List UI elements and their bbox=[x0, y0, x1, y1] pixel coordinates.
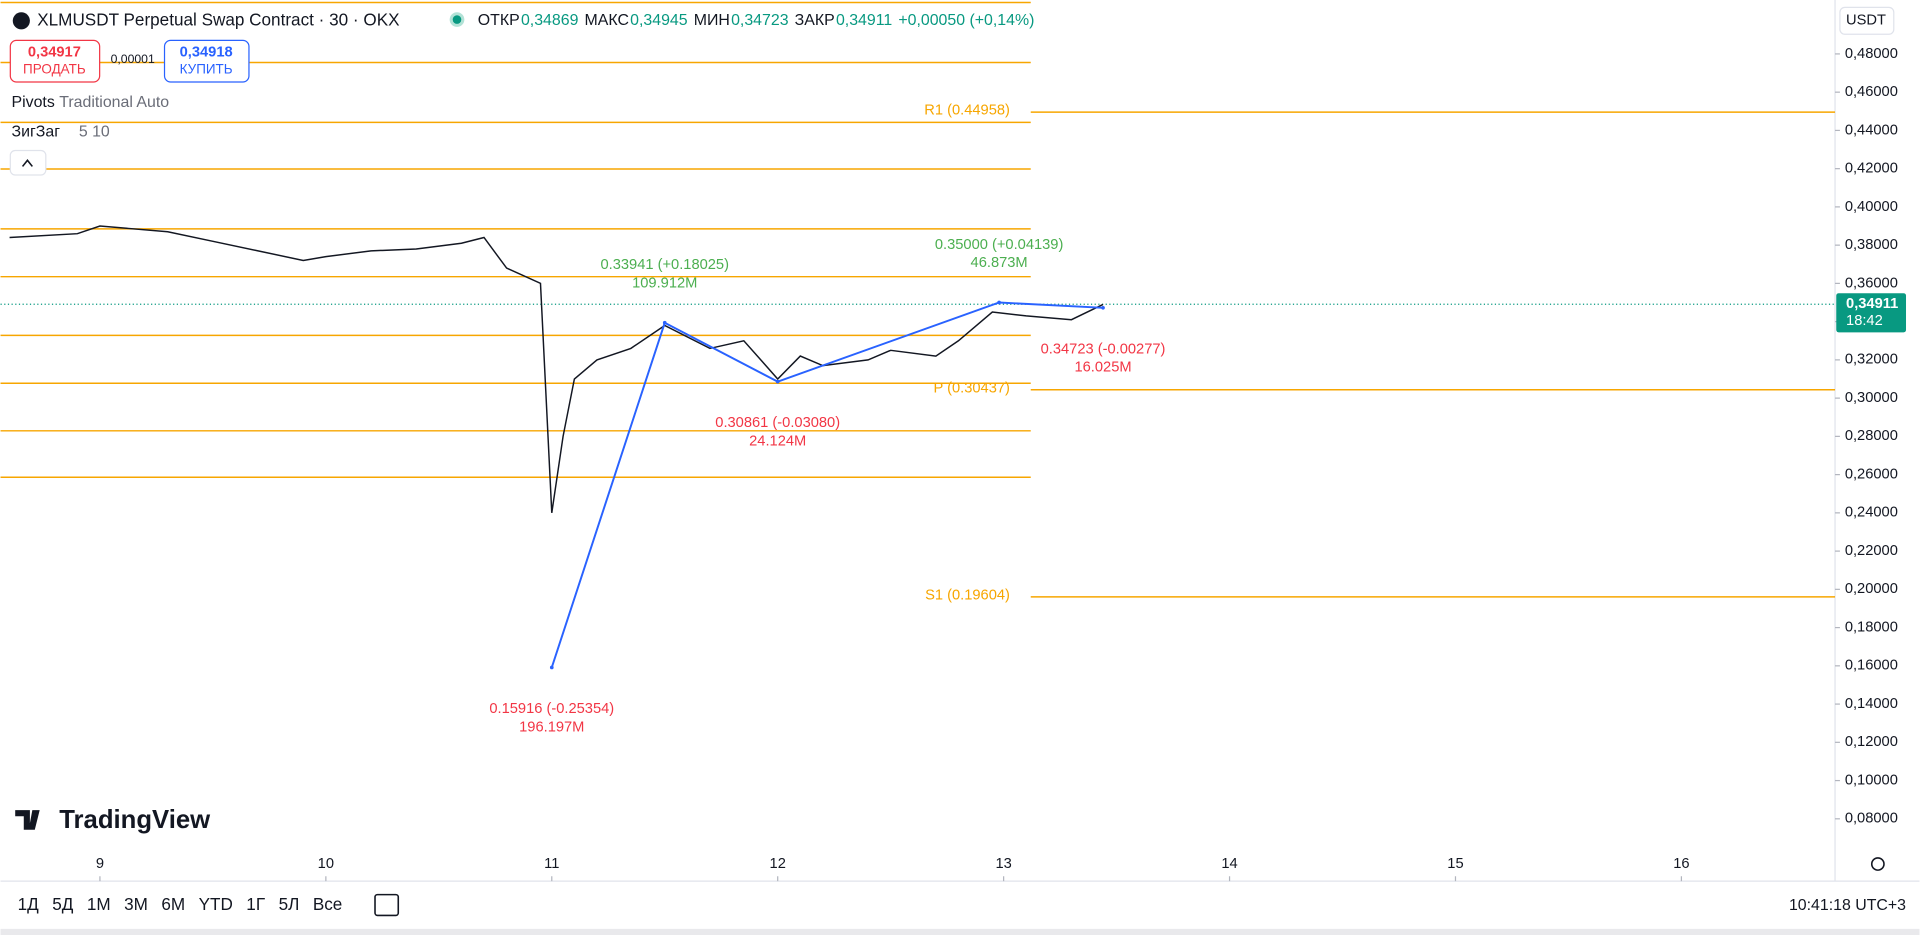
y-tick-label: 0,08000 bbox=[1845, 811, 1898, 827]
indicator-name[interactable]: Pivots bbox=[12, 94, 55, 111]
indicator-params[interactable]: Traditional Auto bbox=[59, 94, 169, 111]
ui: XLMUSDT Perpetual Swap Contract · 30 · O… bbox=[9, 6, 1906, 917]
x-tick-label: 11 bbox=[544, 856, 559, 872]
price-line bbox=[9, 225, 1104, 513]
y-tick-label: 0,16000 bbox=[1845, 658, 1898, 674]
logo: TradingView bbox=[59, 806, 211, 834]
last-price-label: 0,34911 bbox=[1846, 296, 1898, 312]
y-tick-label: 0,46000 bbox=[1845, 84, 1898, 100]
change: +0,00050 (+0,14%) bbox=[898, 12, 1034, 29]
clock: 10:41:18 UTC+3 bbox=[1789, 897, 1906, 914]
buy-label[interactable]: КУПИТЬ bbox=[180, 61, 233, 76]
y-tick-label: 0,40000 bbox=[1845, 199, 1898, 215]
y-tick-label: 0,14000 bbox=[1845, 696, 1898, 712]
x-tick-label: 14 bbox=[1221, 856, 1237, 872]
status-dot bbox=[452, 15, 462, 24]
y-tick-label: 0,44000 bbox=[1845, 122, 1898, 138]
symbol-title: XLMUSDT Perpetual Swap Contract · 30 · O… bbox=[37, 9, 400, 29]
ohlc-label: МАКС bbox=[585, 12, 629, 29]
plot: 0,08000 0,10000 0,12000 0,14000 0,16000 0,180… bbox=[0, 1, 1907, 882]
zigzag-volume: 16.025M bbox=[1074, 360, 1131, 376]
x-tick-label: 9 bbox=[96, 856, 104, 872]
zigzag-vertex bbox=[1101, 305, 1105, 310]
sell-price[interactable]: 0,34917 bbox=[28, 44, 81, 60]
date-range-icon[interactable] bbox=[374, 893, 400, 917]
bottom-strip bbox=[0, 928, 1920, 935]
last-price-badge bbox=[1836, 293, 1907, 333]
zigzag-vertex bbox=[662, 320, 667, 325]
logo-icon bbox=[15, 810, 40, 830]
y-tick-label: 0,42000 bbox=[1845, 161, 1898, 177]
ohlc-value: 0,34723 bbox=[731, 12, 789, 29]
symbol-icon bbox=[12, 12, 30, 30]
buy-button[interactable] bbox=[163, 39, 250, 83]
y-tick-label: 0,18000 bbox=[1845, 619, 1898, 635]
range-button[interactable]: Все bbox=[313, 894, 343, 914]
pivot-label: R1 (0.44958) bbox=[924, 103, 1010, 119]
zigzag-volume: 24.124M bbox=[749, 434, 806, 450]
range-button[interactable]: 3М bbox=[124, 894, 148, 914]
ohlc-label: ОТКР bbox=[478, 12, 520, 29]
y-tick-label: 0,10000 bbox=[1845, 772, 1898, 788]
zigzag-label: 0.35000 (+0.04139) bbox=[935, 237, 1064, 253]
zigzag-label: 0.15916 (-0.25354) bbox=[489, 701, 614, 717]
pivot-label: S1 (0.19604) bbox=[925, 588, 1010, 604]
y-tick-label: 0,28000 bbox=[1845, 428, 1898, 444]
zigzag-label: 0.34723 (-0.00277) bbox=[1041, 341, 1166, 357]
currency[interactable]: USDT bbox=[1846, 13, 1886, 29]
x-tick-label: 16 bbox=[1673, 856, 1689, 872]
collapse-button[interactable] bbox=[9, 149, 47, 176]
zigzag-volume: 196.197M bbox=[519, 719, 584, 735]
y-tick-label: 0,24000 bbox=[1845, 505, 1898, 521]
settings-icon[interactable] bbox=[1870, 857, 1885, 871]
currency-button[interactable] bbox=[1839, 6, 1895, 35]
buy-price[interactable]: 0,34918 bbox=[180, 44, 233, 60]
zigzag-volume: 109.912M bbox=[632, 275, 697, 291]
ohlc-label: МИН bbox=[694, 12, 730, 29]
zigzag-label: 0.30861 (-0.03080) bbox=[715, 415, 840, 431]
zigzag-volume: 46.873M bbox=[971, 255, 1028, 271]
last-price-timer: 18:42 bbox=[1846, 313, 1883, 329]
y-tick-label: 0,48000 bbox=[1845, 46, 1898, 62]
x-tick-label: 10 bbox=[318, 856, 334, 872]
ohlc-value: 0,34945 bbox=[630, 12, 688, 29]
y-tick-label: 0,32000 bbox=[1845, 352, 1898, 368]
range-button[interactable]: 1М bbox=[87, 894, 111, 914]
x-tick-label: 13 bbox=[995, 856, 1011, 872]
range-button[interactable]: 5Д bbox=[52, 894, 74, 914]
y-tick-label: 0,12000 bbox=[1845, 734, 1898, 750]
y-tick-label: 0,20000 bbox=[1845, 581, 1898, 597]
x-tick-label: 12 bbox=[770, 856, 786, 872]
y-tick-label: 0,38000 bbox=[1845, 237, 1898, 253]
zigzag-label: 0.33941 (+0.18025) bbox=[600, 257, 729, 273]
ohlc-value: 0,34869 bbox=[521, 12, 579, 29]
range-button[interactable]: 5Л bbox=[279, 894, 300, 914]
y-tick-label: 0,36000 bbox=[1845, 275, 1898, 291]
pivot-label: P (0.30437) bbox=[934, 380, 1010, 396]
range-button[interactable]: 6М bbox=[161, 894, 185, 914]
collapse-icon bbox=[21, 159, 33, 167]
indicator-name[interactable]: ЗигЗаг bbox=[12, 123, 61, 140]
indicator-params[interactable]: 5 10 bbox=[79, 123, 110, 140]
range-button[interactable]: 1Д bbox=[18, 894, 40, 914]
sell-label[interactable]: ПРОДАТЬ bbox=[23, 61, 86, 76]
y-tick-label: 0,30000 bbox=[1845, 390, 1898, 406]
sell-button[interactable] bbox=[9, 39, 101, 83]
range-button[interactable]: YTD bbox=[199, 894, 233, 914]
y-tick-label: 0,22000 bbox=[1845, 543, 1898, 559]
zigzag-vertex bbox=[549, 665, 554, 670]
ohlc-value: 0,34911 bbox=[836, 12, 892, 29]
range-button[interactable]: 1Г bbox=[246, 894, 265, 914]
zigzag-vertex bbox=[775, 379, 780, 384]
spread: 0,00001 bbox=[111, 52, 155, 66]
zigzag-vertex bbox=[997, 300, 1001, 305]
ohlc-label: ЗАКР bbox=[795, 12, 835, 29]
x-tick-label: 15 bbox=[1447, 856, 1463, 872]
y-tick-label: 0,26000 bbox=[1845, 466, 1898, 482]
